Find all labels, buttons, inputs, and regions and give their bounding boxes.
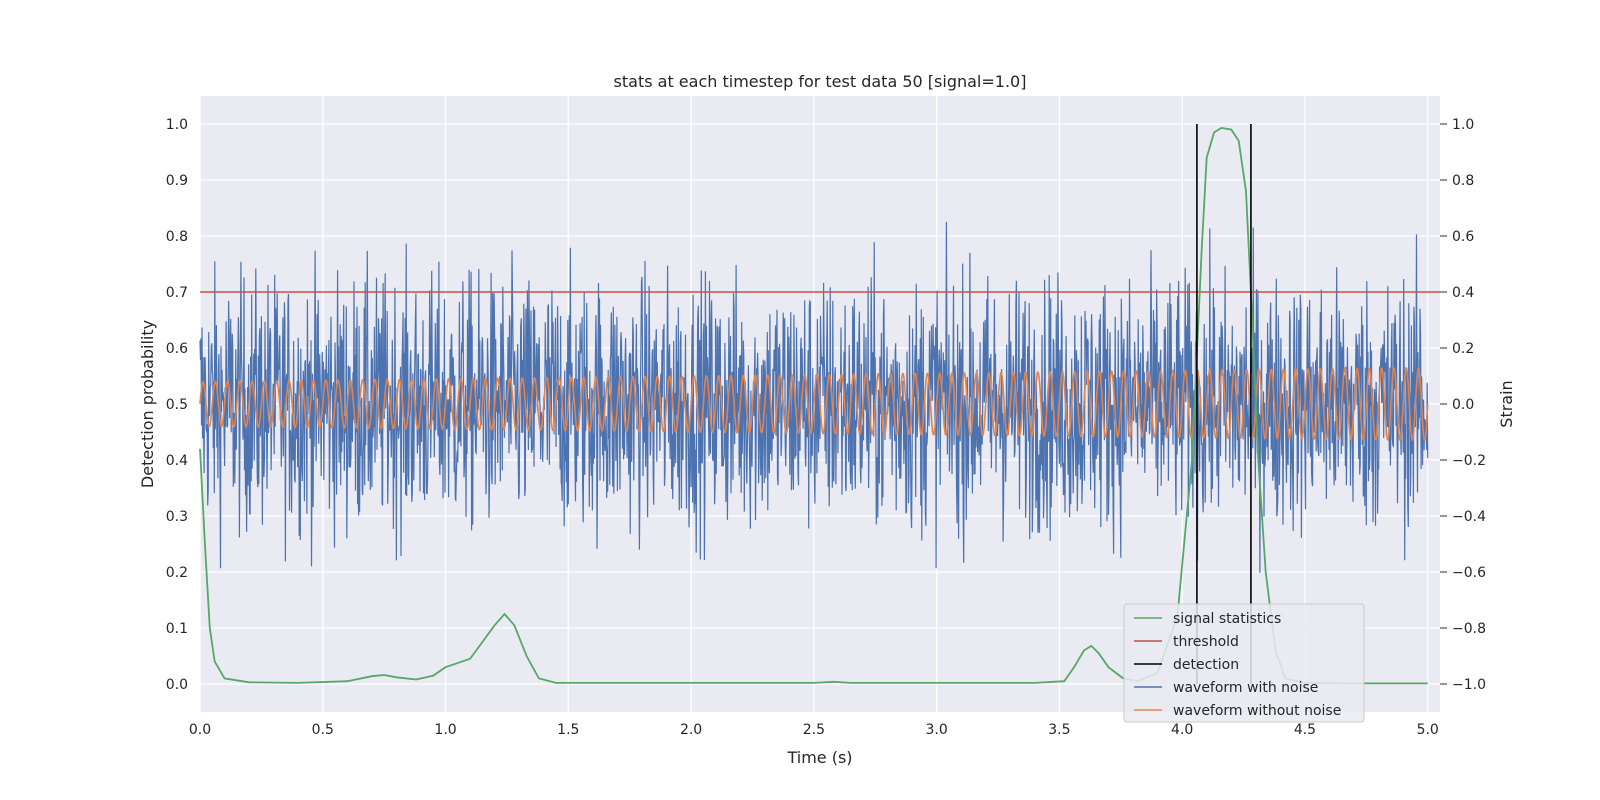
signal-statistics-line (199, 126, 1428, 685)
legend-label-waveform-with-noise: waveform with noise (1173, 680, 1318, 696)
y-tick-label: 0.6 (166, 341, 188, 357)
y-tick-label: 0.5 (166, 397, 188, 413)
y2-tick-label: 0.4 (1452, 285, 1474, 301)
y-tick-label: 0.7 (166, 285, 188, 301)
y-tick-label: 0.8 (166, 229, 188, 245)
y-tick-label: 0.4 (166, 453, 188, 469)
y-tick-label: 1.0 (166, 117, 188, 133)
x-tick-label: 2.0 (680, 722, 702, 738)
x-tick-label: 3.5 (1048, 722, 1070, 738)
waveform-without-noise-line (199, 367, 1429, 441)
y2-tick-label: 0.8 (1452, 173, 1474, 189)
x-tick-label: 5.0 (1417, 722, 1439, 738)
y-tick-label: 0.3 (166, 509, 188, 525)
x-tick-label: 3.0 (926, 722, 948, 738)
y-tick-label: 0.9 (166, 173, 188, 189)
y-tick-label: 0.2 (166, 565, 188, 581)
x-tick-label: 0.5 (312, 722, 334, 738)
x-tick-label: 4.0 (1171, 722, 1193, 738)
x-tick-label: 0.0 (189, 722, 211, 738)
y2-tick-label: 1.0 (1452, 117, 1474, 133)
y-tick-label: 0.0 (166, 677, 188, 693)
y2-axis-label: Strain (1497, 380, 1516, 427)
y-tick-label: 0.1 (166, 621, 188, 637)
legend: signal statistics threshold detection wa… (1123, 603, 1365, 723)
y2-tick-label: −0.4 (1452, 509, 1486, 525)
y2-tick-label: 0.0 (1452, 397, 1474, 413)
legend-box (1123, 603, 1365, 723)
legend-label-detection: detection (1173, 657, 1239, 673)
chart-marks (199, 124, 1440, 685)
y2-tick-label: −0.2 (1452, 453, 1486, 469)
y-axis-label: Detection probability (138, 320, 157, 488)
x-tick-label: 2.5 (803, 722, 825, 738)
y2-tick-label: −0.6 (1452, 565, 1486, 581)
x-tick-label: 1.5 (557, 722, 579, 738)
x-axis-label: Time (s) (786, 748, 852, 767)
waveform-without-noise-series (199, 367, 1429, 441)
y2-tick-label: 0.6 (1452, 229, 1474, 245)
y2-tick-label: −1.0 (1452, 677, 1486, 693)
tick-labels: 0.0 0.5 1.0 1.5 2.0 2.5 3.0 3.5 4.0 4.5 5.0 0.0 0.1 0… (166, 117, 1486, 738)
y2-tick-label: 0.2 (1452, 341, 1474, 357)
legend-label-threshold: threshold (1173, 634, 1239, 650)
x-tick-label: 1.0 (434, 722, 456, 738)
legend-label-signal-statistics: signal statistics (1173, 611, 1281, 627)
chart-title: stats at each timestep for test data 50 … (614, 72, 1027, 91)
legend-label-waveform-without-noise: waveform without noise (1173, 703, 1341, 719)
y2-tick-label: −0.8 (1452, 621, 1486, 637)
x-tick-label: 4.5 (1294, 722, 1316, 738)
